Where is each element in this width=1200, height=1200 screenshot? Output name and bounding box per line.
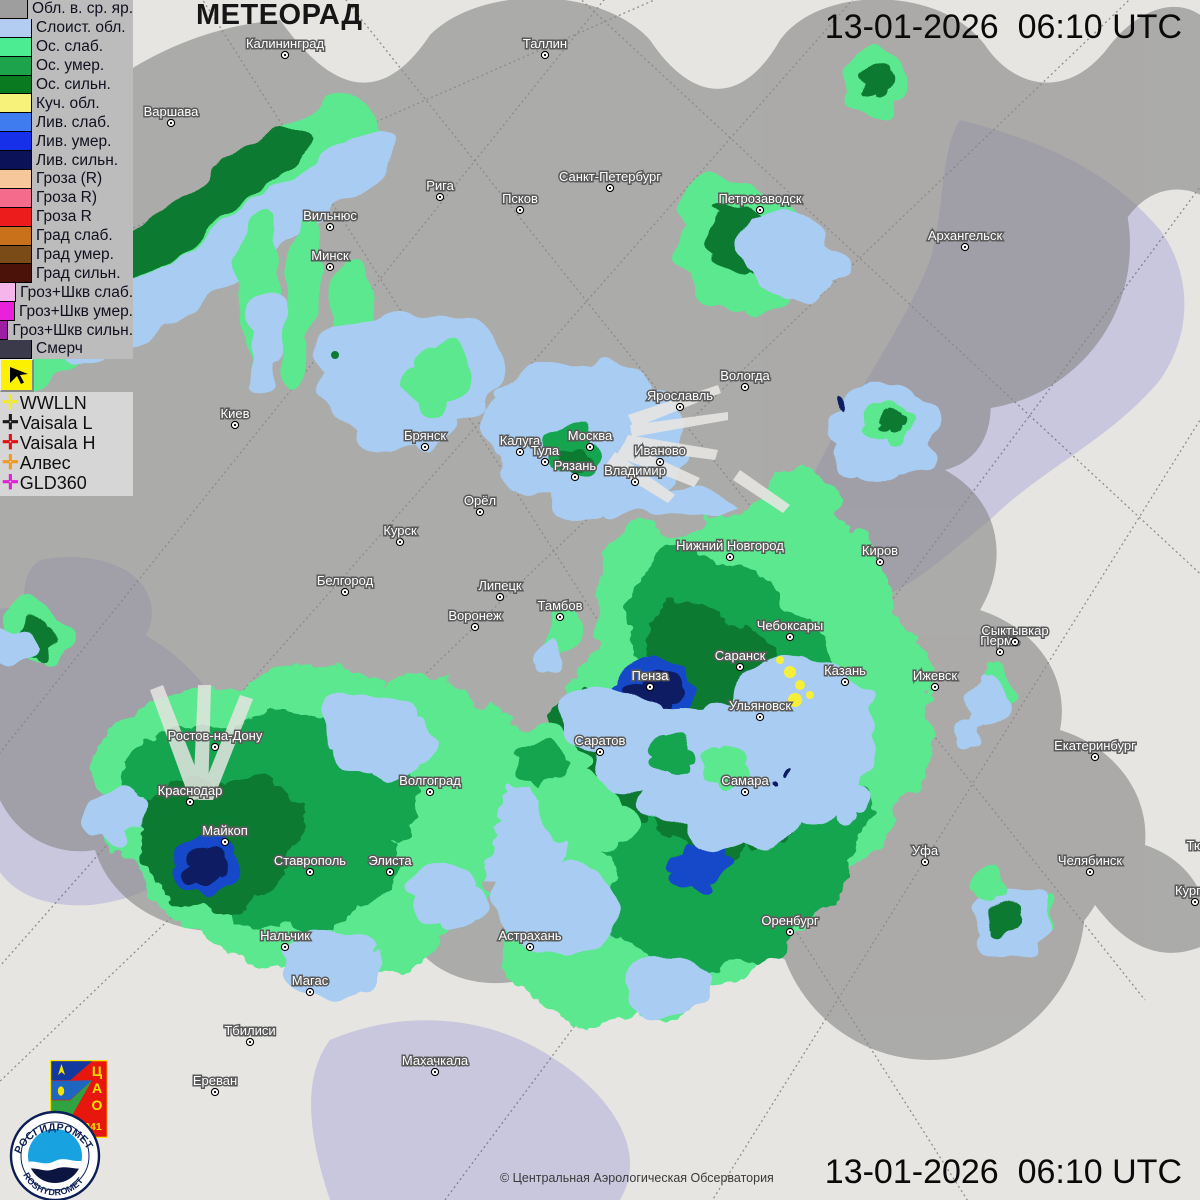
svg-text:Астрахань: Астрахань (498, 928, 561, 943)
svg-text:Рига: Рига (426, 178, 454, 193)
svg-text:Краснодар: Краснодар (158, 783, 223, 798)
svg-text:Варшава: Варшава (144, 104, 200, 119)
svg-text:Киров: Киров (862, 543, 898, 558)
svg-text:Санкт-Петербург: Санкт-Петербург (559, 169, 661, 184)
svg-text:Владимир: Владимир (604, 463, 666, 478)
svg-text:Воронеж: Воронеж (448, 608, 502, 623)
svg-text:Тамбов: Тамбов (538, 598, 583, 613)
svg-text:Курган: Курган (1175, 883, 1200, 898)
svg-text:Тбилиси: Тбилиси (224, 1023, 275, 1038)
svg-text:Нальчик: Нальчик (260, 928, 310, 943)
svg-text:Уфа: Уфа (912, 843, 939, 858)
svg-text:Тюмень: Тюмень (1186, 838, 1200, 853)
svg-text:Ц: Ц (92, 1063, 103, 1079)
svg-text:Майкоп: Майкоп (202, 823, 248, 838)
svg-text:Магас: Магас (292, 973, 329, 988)
svg-text:Липецк: Липецк (478, 578, 522, 593)
svg-text:Элиста: Элиста (368, 853, 412, 868)
svg-text:Архангельск: Архангельск (928, 228, 1003, 243)
svg-text:Тула: Тула (531, 443, 560, 458)
svg-text:Петрозаводск: Петрозаводск (718, 191, 801, 206)
svg-text:Сыктывкар: Сыктывкар (981, 623, 1048, 638)
svg-text:Ереван: Ереван (193, 1073, 237, 1088)
svg-text:А: А (92, 1080, 102, 1096)
svg-text:Пенза: Пенза (632, 668, 670, 683)
svg-text:Ярославль: Ярославль (647, 388, 713, 403)
svg-text:Киев: Киев (221, 406, 250, 421)
svg-text:Волгоград: Волгоград (399, 773, 461, 788)
svg-text:Калининград: Калининград (246, 36, 324, 51)
svg-text:Брянск: Брянск (404, 428, 446, 443)
svg-text:Ульяновск: Ульяновск (729, 698, 791, 713)
svg-text:Минск: Минск (311, 248, 349, 263)
svg-text:Ставрополь: Ставрополь (274, 853, 346, 868)
svg-text:Иваново: Иваново (634, 443, 686, 458)
svg-text:Екатеринбург: Екатеринбург (1054, 738, 1136, 753)
svg-text:Саранск: Саранск (715, 648, 766, 663)
svg-text:Ростов-на-Дону: Ростов-на-Дону (168, 728, 263, 743)
svg-text:Рязань: Рязань (554, 458, 597, 473)
svg-text:Самара: Самара (721, 773, 769, 788)
svg-text:Махачкала: Махачкала (402, 1053, 469, 1068)
svg-text:Курск: Курск (383, 523, 417, 538)
svg-text:Псков: Псков (502, 191, 538, 206)
svg-text:Вологда: Вологда (720, 368, 770, 383)
svg-text:Чебоксары: Чебоксары (757, 618, 824, 633)
svg-text:Оренбург: Оренбург (761, 913, 818, 928)
svg-text:Казань: Казань (824, 663, 866, 678)
svg-text:Москва: Москва (568, 428, 613, 443)
svg-text:Орёл: Орёл (464, 493, 496, 508)
svg-text:Вильнюс: Вильнюс (303, 208, 357, 223)
svg-text:Нижний Новгород: Нижний Новгород (676, 538, 784, 553)
svg-text:Саратов: Саратов (575, 733, 626, 748)
svg-text:Ижевск: Ижевск (913, 668, 958, 683)
svg-text:Челябинск: Челябинск (1058, 853, 1122, 868)
svg-text:Таллин: Таллин (523, 36, 567, 51)
svg-text:Белгород: Белгород (317, 573, 374, 588)
